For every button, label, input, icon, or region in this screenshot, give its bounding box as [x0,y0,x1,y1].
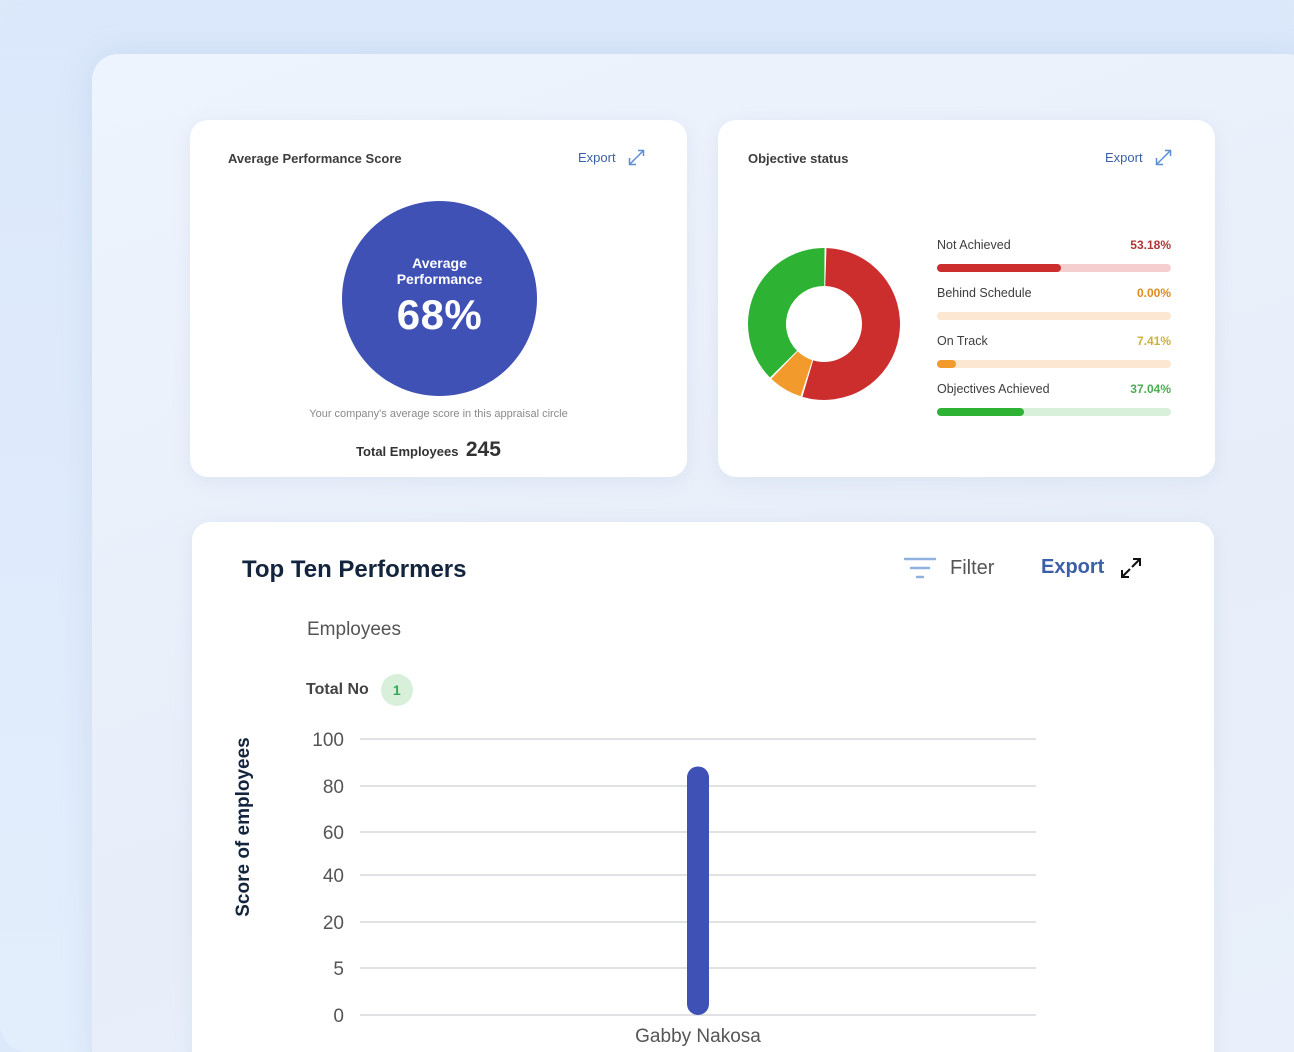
objective-status-card: Objective status Export Not Achieved 53.1… [718,120,1215,477]
export-label: Export [1041,556,1105,578]
status-row: Objectives Achieved 37.04% [937,382,1171,430]
external-link-icon [628,149,644,166]
status-percent: 0.00% [1136,286,1171,300]
circle-value: 68% [396,290,483,338]
export-button[interactable]: Export [1105,149,1172,166]
status-progress-track [937,360,1171,368]
y-tick-label: 0 [333,1006,344,1027]
status-name: Objectives Achieved [937,382,1050,396]
top-performers-title: Top Ten Performers [242,556,467,583]
y-tick-label: 100 [312,730,344,751]
status-progress-fill [937,264,1062,272]
status-progress-track [937,264,1171,272]
card-title: Objective status [748,151,849,166]
filter-icon [904,557,936,579]
card-title: Average Performance Score [228,151,402,166]
donut-slice [748,248,825,378]
status-percent: 53.18% [1130,238,1171,252]
status-name: Behind Schedule [937,286,1032,300]
external-link-icon [1155,149,1171,166]
circle-label: Average Performance [396,254,483,287]
y-tick-label: 5 [333,959,344,980]
top-performers-bar-chart: 100 80 60 40 20 5 0 Score of employees Gabby Nak… [233,730,1036,1047]
total-employees-value: 245 [465,438,501,461]
export-button[interactable]: Export [1041,556,1142,579]
export-label: Export [1105,150,1143,165]
employees-heading: Employees [307,619,401,640]
status-progress-fill [937,408,1024,416]
y-tick-label: 40 [323,866,344,887]
export-label: Export [578,150,616,165]
objective-donut-chart [748,248,900,400]
expand-arrows-icon [1121,557,1142,578]
status-progress-track [937,408,1171,416]
total-number-label: Total No [306,681,369,698]
total-employees-label: Total Employees [356,444,459,459]
top-performers-card: Top Ten Performers Filter Export Employe… [192,522,1214,1052]
filter-label: Filter [950,556,995,579]
status-name: Not Achieved [937,238,1011,252]
objective-status-list: Not Achieved 53.18% Behind Schedule 0.00% On… [937,238,1171,430]
status-row: Not Achieved 53.18% [937,238,1171,286]
export-button[interactable]: Export [578,149,645,166]
bar [687,766,709,1015]
status-name: On Track [937,334,988,348]
status-row: On Track 7.41% [937,334,1171,382]
y-axis-label: Score of employees [233,737,254,917]
status-progress-fill [937,360,956,368]
y-tick-label: 80 [323,777,344,798]
status-progress-track [937,312,1171,320]
status-percent: 37.04% [1130,382,1171,396]
status-row: Behind Schedule 0.00% [937,286,1171,334]
total-number-badge: 1 [380,674,413,706]
total-employees: Total Employees 245 [190,438,667,462]
x-tick-label: Gabby Nakosa [635,1026,761,1047]
average-performance-circle: Average Performance 68% [342,201,537,396]
filter-button[interactable]: Filter [904,556,994,580]
average-caption: Your company's average score in this app… [309,408,568,420]
average-performance-card: Average Performance Score Export Average… [190,120,687,477]
y-tick-label: 20 [323,913,344,934]
donut-slice [771,351,813,397]
total-number: Total No 1 [306,674,413,706]
donut-slice [802,248,900,400]
y-tick-label: 60 [323,823,344,844]
status-percent: 7.41% [1136,334,1171,348]
